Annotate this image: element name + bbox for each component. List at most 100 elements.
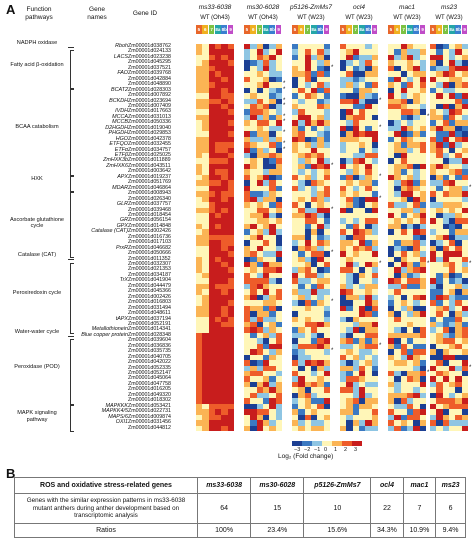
heatmap-cell [371, 169, 379, 176]
heatmap-cell [346, 420, 353, 426]
heatmap-cell [407, 240, 414, 246]
heatmap-cell [352, 360, 360, 366]
heatmap-cell [455, 387, 462, 394]
heatmap-cell [413, 125, 420, 132]
stage-label: 7 [208, 25, 215, 34]
heatmap-cell [275, 163, 283, 170]
heatmap-cell [208, 387, 216, 394]
heatmap-cell [371, 403, 379, 410]
heatmap-cell [442, 278, 450, 285]
heatmap-cell [419, 207, 427, 214]
heatmap-cell [244, 163, 251, 170]
heatmap-cell [436, 262, 443, 268]
heatmap-cell [196, 425, 203, 432]
heatmap-cell [323, 381, 331, 388]
colorbar-segment [312, 441, 322, 446]
heatmap-cell [221, 65, 228, 72]
heatmap-cell [221, 44, 228, 50]
heatmap-cell [407, 392, 414, 399]
heatmap-cell [388, 251, 395, 257]
heatmap-cell [208, 202, 216, 208]
heatmap-cell [317, 289, 324, 295]
heatmap-cell [202, 54, 209, 61]
heatmap-cell [449, 76, 456, 83]
heatmap-cell [323, 71, 331, 77]
heatmap-cell [419, 354, 427, 361]
heatmap-cell [400, 44, 408, 50]
heatmap-cell [340, 311, 347, 317]
heatmap-cell [250, 158, 257, 165]
heatmap-cell [400, 82, 408, 88]
heatmap-cell [442, 196, 450, 203]
heatmap-cell [208, 376, 216, 383]
heatmap-cell [461, 202, 469, 208]
heatmap-cell [449, 376, 456, 383]
heatmap-cell [461, 256, 469, 263]
heatmap-cell [413, 343, 420, 350]
heatmap-cell [215, 343, 222, 350]
heatmap-cell [311, 180, 318, 186]
heatmap-cell [359, 409, 366, 415]
heatmap-cell [202, 212, 209, 219]
heatmap-cell [244, 387, 251, 394]
heatmap-cell [256, 109, 264, 116]
heatmap-cell [208, 142, 216, 148]
heatmap-cell [311, 114, 318, 121]
heatmap-cell [298, 327, 305, 334]
heatmap-cell [371, 125, 379, 132]
heatmap-cell [400, 327, 408, 334]
heatmap-cell [311, 82, 318, 88]
heatmap-cell [442, 376, 450, 383]
heatmap-cell [317, 311, 324, 317]
heatmap-cell [304, 403, 312, 410]
heatmap-cell [413, 387, 420, 394]
heatmap-cell [208, 218, 216, 225]
heatmap-cell [202, 387, 209, 394]
heatmap-cell [202, 305, 209, 312]
heatmap-cell [298, 109, 305, 116]
heatmap-cell [388, 381, 395, 388]
heatmap-cell [430, 365, 437, 372]
heatmap-cell [436, 392, 443, 399]
heatmap-cell [263, 392, 270, 399]
heatmap-cell [269, 87, 276, 94]
heatmap-cell [311, 354, 318, 361]
heatmap-cell [263, 147, 270, 154]
stage-label: 9 [227, 25, 234, 34]
heatmap-cell [298, 147, 305, 154]
pathway-label: Ascorbate glutathione cycle [9, 216, 65, 230]
group-title: ms30-6028 [246, 4, 280, 11]
heatmap-cell [388, 103, 395, 110]
heatmap-cell [419, 93, 427, 99]
heatmap-cell [227, 360, 235, 366]
heatmap-cell [298, 267, 305, 274]
heatmap-cell [394, 305, 401, 312]
heatmap-cell [419, 180, 427, 186]
table-cell: 10 [303, 493, 372, 524]
heatmap-cell [323, 229, 331, 236]
heatmap-cell [461, 420, 469, 426]
heatmap-cell [365, 425, 372, 432]
heatmap-cell [436, 403, 443, 410]
heatmap-cell [227, 349, 235, 355]
heatmap-cell [202, 196, 209, 203]
heatmap-cell [419, 71, 427, 77]
pathway-label: Peroxidase (POD) [14, 364, 60, 370]
heatmap-cell [196, 158, 203, 165]
heatmap-cell [449, 174, 456, 181]
heatmap-cell [455, 87, 462, 94]
heatmap-cell [215, 289, 222, 295]
heatmap-cell [292, 180, 299, 186]
heatmap-cell [208, 272, 216, 279]
heatmap-cell [311, 103, 318, 110]
heatmap-cell [317, 256, 324, 263]
heatmap-cell [365, 305, 372, 312]
heatmap-cell [196, 403, 203, 410]
heatmap-cell [419, 125, 427, 132]
heatmap-cell [256, 398, 264, 404]
heatmap-cell [388, 262, 395, 268]
heatmap-cell [250, 289, 257, 295]
heatmap-cell [292, 343, 299, 350]
heatmap-cell [250, 316, 257, 323]
gene-id-label: Zm00001d026340 [128, 195, 171, 202]
